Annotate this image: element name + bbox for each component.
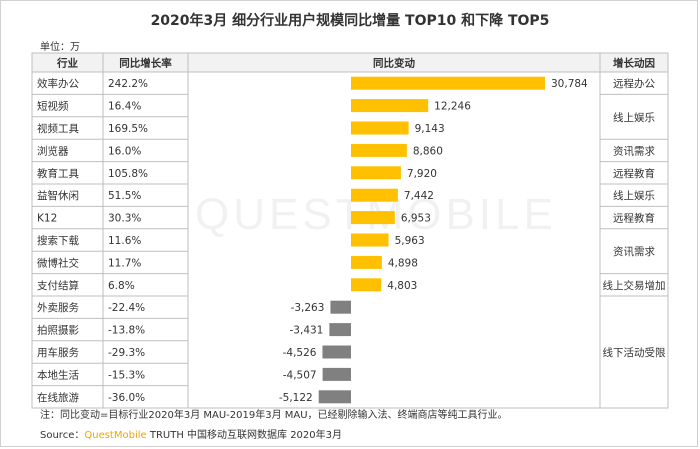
chart-title: 2020年3月 细分行业用户规模同比增量 TOP10 和下降 TOP5	[150, 13, 550, 29]
bar	[318, 390, 351, 404]
value-label: -4,507	[283, 369, 317, 381]
rate-label: 105.8%	[108, 168, 148, 180]
rate-label: -15.3%	[108, 369, 145, 381]
industry-label: 浏览器	[37, 144, 69, 157]
bar	[322, 367, 351, 381]
bar	[329, 323, 351, 337]
value-label: -3,431	[290, 325, 324, 337]
unit-label: 单位：万	[40, 42, 80, 53]
source-label: Source：	[40, 430, 85, 441]
value-label: 12,246	[434, 101, 471, 113]
rate-label: -29.3%	[108, 347, 145, 359]
industry-label: 益智休闲	[37, 189, 79, 202]
industry-label: 微博社交	[37, 256, 79, 269]
header-industry: 行业	[56, 57, 78, 70]
driver-label: 资讯需求	[613, 245, 655, 258]
header-change: 同比变动	[373, 57, 415, 70]
driver-label: 远程教育	[613, 212, 655, 225]
bar	[351, 76, 545, 90]
industry-label: 本地生活	[37, 368, 79, 381]
driver-label: 线下活动受限	[603, 346, 666, 359]
driver-label: 资讯需求	[613, 144, 655, 157]
header-background	[32, 53, 668, 72]
industry-label: 效率办公	[37, 77, 79, 90]
value-label: 8,860	[413, 145, 443, 157]
rate-label: -36.0%	[108, 392, 145, 404]
rate-label: 11.6%	[108, 235, 141, 247]
source-rest: TRUTH 中国移动互联网数据库 2020年3月	[146, 430, 343, 441]
bar	[351, 143, 407, 157]
value-label: 4,898	[388, 257, 418, 269]
bar	[330, 300, 351, 314]
rate-label: 30.3%	[108, 213, 141, 225]
industry-label: 用车服务	[37, 346, 79, 359]
source-brand: QuestMobile	[84, 430, 147, 441]
bar	[351, 233, 389, 247]
industry-label: K12	[37, 213, 57, 225]
rate-label: 51.5%	[108, 190, 141, 202]
bar	[351, 188, 398, 202]
driver-label: 线上娱乐	[613, 111, 655, 124]
source-line: Source：QuestMobile TRUTH 中国移动互联网数据库 2020…	[40, 426, 342, 441]
value-label: 6,953	[401, 213, 431, 225]
bar	[351, 255, 382, 269]
bar	[351, 211, 395, 225]
driver-label: 远程办公	[613, 77, 655, 90]
bar	[322, 345, 351, 359]
value-label: -4,526	[283, 347, 317, 359]
rate-label: 16.0%	[108, 145, 141, 157]
table-border	[31, 52, 669, 409]
industry-label: 搜索下载	[37, 234, 79, 247]
footnote: 注：同比变动=目标行业2020年3月 MAU-2019年3月 MAU，已经剔除输…	[40, 410, 508, 421]
bar	[351, 121, 409, 135]
rate-label: 242.2%	[108, 78, 148, 90]
rate-label: -13.8%	[108, 325, 145, 337]
driver-label: 线上娱乐	[613, 189, 655, 202]
value-label: 4,803	[387, 280, 417, 292]
value-label: 5,963	[395, 235, 425, 247]
industry-label: 拍照摄影	[37, 324, 79, 337]
value-label: 7,920	[407, 168, 437, 180]
value-label: -5,122	[279, 392, 313, 404]
value-label: -3,263	[291, 302, 325, 314]
rate-label: 169.5%	[108, 123, 148, 135]
rate-label: -22.4%	[108, 302, 145, 314]
bar	[351, 278, 382, 292]
value-label: 9,143	[415, 123, 445, 135]
header-driver: 增长动因	[613, 57, 655, 70]
driver-label: 线上交易增加	[603, 279, 666, 292]
bar	[351, 99, 429, 113]
value-label: 30,784	[551, 78, 588, 90]
industry-label: 外卖服务	[37, 301, 79, 314]
rate-label: 11.7%	[108, 257, 141, 269]
industry-label: 视频工具	[37, 122, 79, 135]
industry-label: 教育工具	[37, 167, 79, 180]
rate-label: 6.8%	[108, 280, 135, 292]
bar	[351, 166, 401, 180]
header-rate: 同比增长率	[119, 57, 172, 70]
industry-label: 在线旅游	[37, 391, 79, 404]
industry-label: 短视频	[37, 100, 69, 113]
value-label: 7,442	[404, 190, 434, 202]
rate-label: 16.4%	[108, 101, 141, 113]
industry-label: 支付结算	[37, 279, 79, 292]
driver-label: 远程教育	[613, 167, 655, 180]
